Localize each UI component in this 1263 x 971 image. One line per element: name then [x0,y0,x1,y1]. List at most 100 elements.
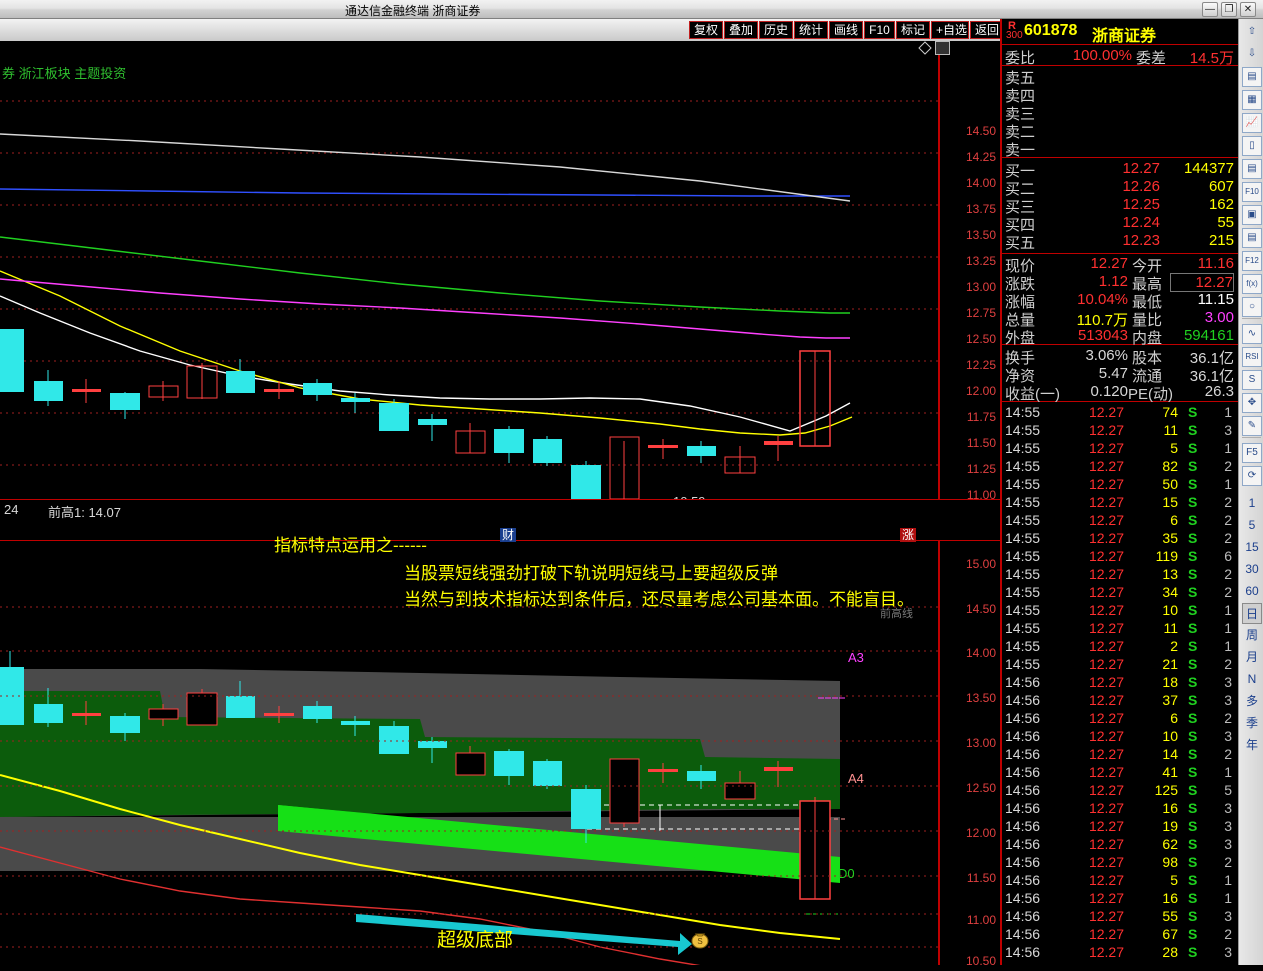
toolbar-huaxian-button[interactable]: 画线 [829,21,863,39]
dollar-icon[interactable]: S [1242,370,1262,390]
tick-row[interactable]: 14:55 12.27 74 S 1 [1002,404,1238,422]
period-60[interactable]: 60 [1245,584,1259,598]
period-N[interactable]: N [1247,672,1257,686]
period-周[interactable]: 周 [1245,628,1258,642]
toolbar-fanhui-button[interactable]: 返回 [970,21,1004,39]
fin-value: 36.1亿 [1189,350,1234,367]
tick-row[interactable]: 14:56 12.27 41 S 1 [1002,764,1238,782]
panel-toggle-icon[interactable] [935,41,950,55]
tick-price: 12.27 [1088,458,1124,474]
toolbar-biaoji-button[interactable]: 标记 [896,21,930,39]
f12-icon[interactable]: F12 [1242,251,1262,271]
tick-row[interactable]: 14:55 12.27 82 S 2 [1002,458,1238,476]
arrow-up-icon[interactable]: ⇧ [1247,26,1257,37]
tick-row[interactable]: 14:55 12.27 15 S 2 [1002,494,1238,512]
tick-row[interactable]: 14:56 12.27 6 S 2 [1002,710,1238,728]
orderbook-row-buy4[interactable]: 买四 12.24 55 [1002,214,1238,234]
tick-row[interactable]: 14:55 12.27 119 S 6 [1002,548,1238,566]
period-年[interactable]: 年 [1245,738,1258,752]
rsi-icon[interactable]: RSI [1242,347,1262,367]
tool-rail[interactable]: ⇧ ⇩ ▤ ▦ 📈 ▯ ▤ F10 ▣ ▤ F12 f(x) ○ ∿ RSI S ✥ ✎ F5 ⟳ 1 5 15 30 60 日周… [1238,19,1263,965]
tick-row[interactable]: 14:55 12.27 34 S 2 [1002,584,1238,602]
toolbar-fuquan-button[interactable]: 复权 [689,21,723,39]
tick-row[interactable]: 14:55 12.27 50 S 1 [1002,476,1238,494]
toolbar-lishi-button[interactable]: 历史 [759,21,793,39]
chart-area[interactable]: 14.50 14.25 14.00 13.75 13.50 13.25 13.0… [0,41,1000,965]
tick-row[interactable]: 14:55 12.27 21 S 2 [1002,656,1238,674]
tick-row[interactable]: 14:56 12.27 28 S 3 [1002,944,1238,962]
period-15[interactable]: 15 [1245,540,1259,554]
toolbar-add-zixuan-button[interactable]: +自选 [931,21,969,39]
tick-row[interactable]: 14:56 12.27 62 S 3 [1002,836,1238,854]
refresh-icon[interactable]: ⟳ [1242,466,1262,486]
f5-icon[interactable]: F5 [1242,443,1262,463]
upper-price-chart[interactable]: 14.50 14.25 14.00 13.75 13.50 13.25 13.0… [0,41,1000,519]
tick-row[interactable]: 14:55 12.27 5 S 1 [1002,440,1238,458]
tick-side: S [1188,458,1198,474]
pencil-icon[interactable]: ✎ [1242,416,1262,436]
upper-price-axis: 14.50 14.25 14.00 13.75 13.50 13.25 13.0… [938,41,1000,502]
tick-row[interactable]: 14:55 12.27 13 S 2 [1002,566,1238,584]
formula-icon[interactable]: f(x) [1242,274,1262,294]
period-30[interactable]: 30 [1245,562,1259,576]
table-icon[interactable]: ▦ [1242,90,1262,110]
doc-icon[interactable]: ▤ [1242,228,1262,248]
tick-row[interactable]: 14:56 12.27 19 S 3 [1002,818,1238,836]
period-5[interactable]: 5 [1248,518,1256,532]
tick-row[interactable]: 14:55 12.27 2 S 1 [1002,638,1238,656]
circle-icon[interactable]: ○ [1242,297,1262,317]
tick-row[interactable]: 14:55 12.27 10 S 1 [1002,602,1238,620]
tick-row[interactable]: 14:55 12.27 6 S 2 [1002,512,1238,530]
orderbook-row-sell5[interactable]: 卖五 [1002,67,1238,87]
lower-indicator-chart[interactable]: S 15.00 14.50 14.00 13.50 13.00 12.50 12… [0,541,1000,965]
period-月[interactable]: 月 [1245,650,1258,664]
tick-row[interactable]: 14:55 12.27 35 S 2 [1002,530,1238,548]
diamond-icon[interactable] [918,41,932,55]
tick-row[interactable]: 14:56 12.27 16 S 3 [1002,800,1238,818]
trend-icon[interactable]: 📈 [1242,113,1262,133]
tick-row[interactable]: 14:56 12.27 125 S 5 [1002,782,1238,800]
order-book[interactable]: 卖五 卖四 卖三 卖二 卖一 买一 12.27 144377 [1002,67,1238,252]
orderbook-row-buy5[interactable]: 买五 12.23 215 [1002,232,1238,252]
period-日[interactable]: 日 [1242,603,1262,624]
stock-header[interactable]: R 300 601878 浙商证券 [1002,19,1238,45]
close-button[interactable]: ✕ [1240,2,1256,17]
orderbook-row-sell2[interactable]: 卖二 [1002,121,1238,141]
period-多[interactable]: 多 [1245,694,1258,708]
tick-row[interactable]: 14:56 12.27 18 S 3 [1002,674,1238,692]
tick-row[interactable]: 14:56 12.27 5 S 1 [1002,872,1238,890]
tick-row[interactable]: 14:56 12.27 55 S 3 [1002,908,1238,926]
tick-row[interactable]: 14:56 12.27 98 S 2 [1002,854,1238,872]
tick-row[interactable]: 14:56 12.27 67 S 2 [1002,926,1238,944]
tick-row[interactable]: 14:56 12.27 10 S 3 [1002,728,1238,746]
orderbook-row-sell1[interactable]: 卖一 [1002,139,1238,159]
orderbook-row-buy2[interactable]: 买二 12.26 607 [1002,178,1238,198]
tick-row[interactable]: 14:55 12.27 11 S 3 [1002,422,1238,440]
report-icon[interactable]: ▤ [1242,67,1262,87]
candles-icon[interactable]: ▯ [1242,136,1262,156]
tick-time: 14:56 [1005,746,1041,762]
tick-row[interactable]: 14:55 12.27 11 S 1 [1002,620,1238,638]
tree-icon[interactable]: ▣ [1242,205,1262,225]
orderbook-row-sell3[interactable]: 卖三 [1002,103,1238,123]
toolbar-f10-button[interactable]: F10 [864,21,895,39]
minimize-button[interactable]: — [1202,2,1218,17]
period-季[interactable]: 季 [1245,716,1258,730]
tick-row[interactable]: 14:56 12.27 16 S 1 [1002,890,1238,908]
tick-price: 12.27 [1088,602,1124,618]
maximize-button[interactable]: ❐ [1221,2,1237,17]
tick-list[interactable]: 14:55 12.27 74 S 1 14:55 12.27 11 S 3 14:55 12.27 5 S… [1002,404,1238,964]
orderbook-row-sell4[interactable]: 卖四 [1002,85,1238,105]
tick-row[interactable]: 14:56 12.27 14 S 2 [1002,746,1238,764]
toolbar-tongji-button[interactable]: 统计 [794,21,828,39]
move-icon[interactable]: ✥ [1242,393,1262,413]
period-1[interactable]: 1 [1248,496,1256,510]
news-icon[interactable]: ▤ [1242,159,1262,179]
orderbook-row-buy3[interactable]: 买三 12.25 162 [1002,196,1238,216]
toolbar-diejia-button[interactable]: 叠加 [724,21,758,39]
f10-icon[interactable]: F10 [1242,182,1262,202]
orderbook-row-buy1[interactable]: 买一 12.27 144377 [1002,160,1238,180]
wave-icon[interactable]: ∿ [1242,324,1262,344]
arrow-down-icon[interactable]: ⇩ [1247,48,1257,59]
tick-row[interactable]: 14:56 12.27 37 S 3 [1002,692,1238,710]
